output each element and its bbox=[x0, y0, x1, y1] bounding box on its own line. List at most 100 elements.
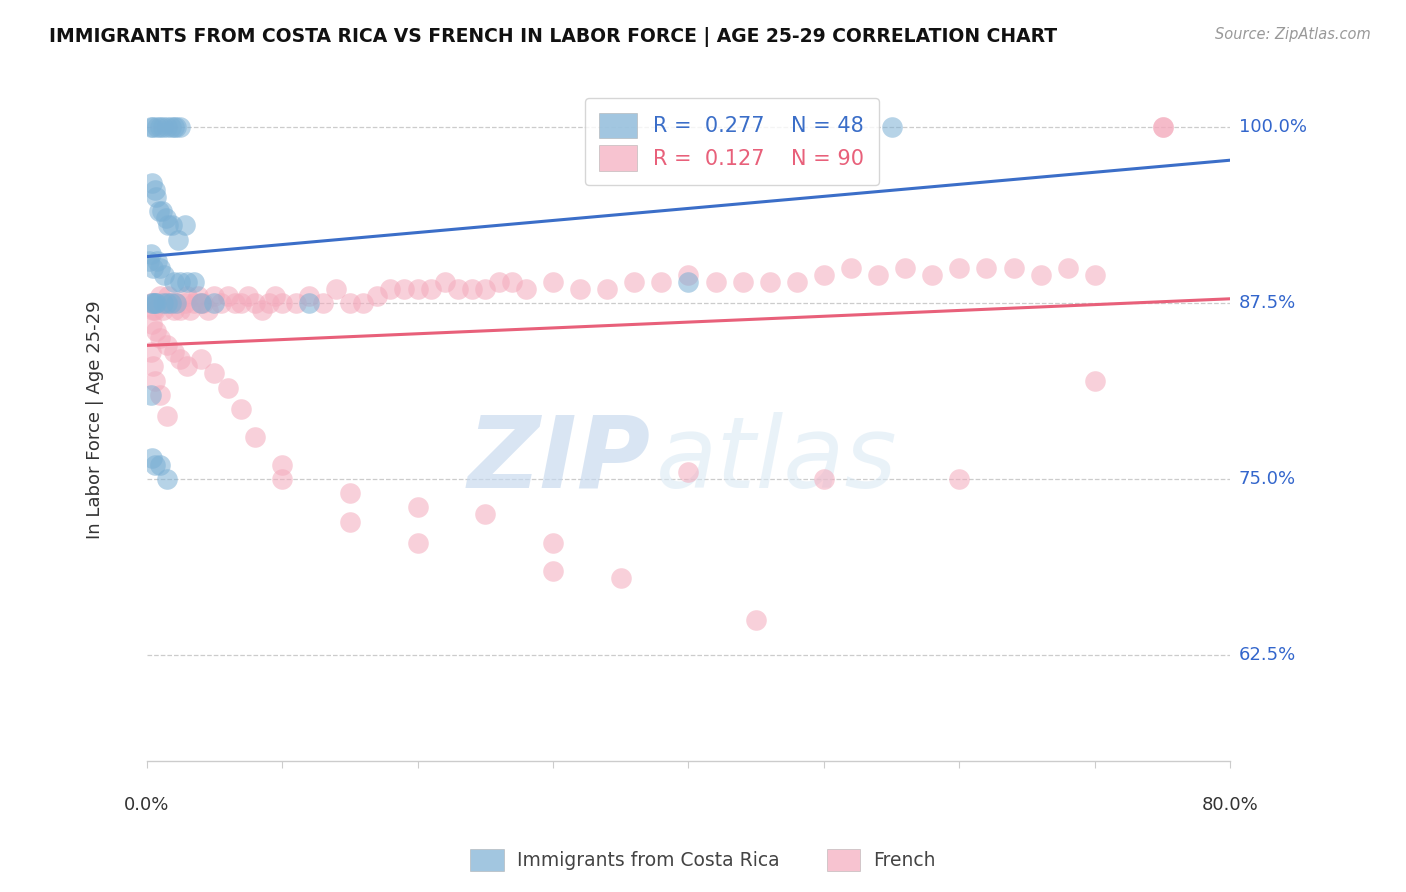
Point bbox=[149, 458, 172, 472]
Point bbox=[155, 296, 177, 310]
Text: Source: ZipAtlas.com: Source: ZipAtlas.com bbox=[1215, 27, 1371, 42]
Point bbox=[149, 387, 172, 401]
Point bbox=[143, 183, 166, 197]
Point bbox=[176, 359, 198, 374]
Point bbox=[515, 282, 537, 296]
Point bbox=[257, 296, 280, 310]
Point bbox=[163, 275, 186, 289]
Point bbox=[149, 289, 172, 303]
Point bbox=[143, 374, 166, 388]
Text: 75.0%: 75.0% bbox=[1239, 470, 1296, 488]
Text: ZIP: ZIP bbox=[468, 412, 651, 508]
Point bbox=[156, 409, 179, 423]
Point bbox=[380, 282, 402, 296]
Point bbox=[163, 303, 186, 318]
Point bbox=[623, 275, 645, 289]
Point bbox=[420, 282, 443, 296]
Point bbox=[166, 233, 188, 247]
Point bbox=[155, 211, 177, 226]
Text: 87.5%: 87.5% bbox=[1239, 294, 1296, 312]
Point bbox=[139, 345, 162, 359]
Point bbox=[162, 219, 184, 233]
Point bbox=[202, 367, 225, 381]
Point bbox=[948, 472, 970, 486]
Point bbox=[169, 275, 191, 289]
Point bbox=[143, 458, 166, 472]
Point bbox=[202, 289, 225, 303]
Point bbox=[880, 120, 903, 134]
Point bbox=[678, 465, 700, 479]
Point bbox=[146, 120, 169, 134]
Point bbox=[156, 338, 179, 352]
Point bbox=[142, 260, 165, 275]
Point bbox=[298, 296, 321, 310]
Point bbox=[169, 120, 191, 134]
Point bbox=[165, 120, 187, 134]
Point bbox=[163, 120, 186, 134]
Point bbox=[190, 296, 212, 310]
Point bbox=[176, 289, 198, 303]
Point bbox=[190, 352, 212, 367]
Point bbox=[406, 282, 429, 296]
Point bbox=[1056, 260, 1078, 275]
Point bbox=[193, 296, 215, 310]
Point bbox=[366, 289, 388, 303]
Point bbox=[406, 500, 429, 515]
Point bbox=[165, 296, 187, 310]
Point bbox=[447, 282, 470, 296]
Point bbox=[217, 381, 239, 395]
Point bbox=[209, 296, 232, 310]
Point bbox=[224, 296, 246, 310]
Point bbox=[142, 296, 165, 310]
Point bbox=[152, 296, 174, 310]
Text: In Labor Force | Age 25-29: In Labor Force | Age 25-29 bbox=[86, 300, 104, 539]
Point bbox=[271, 472, 294, 486]
Point bbox=[153, 268, 176, 282]
Point bbox=[149, 120, 172, 134]
Point bbox=[183, 275, 205, 289]
Point bbox=[146, 296, 169, 310]
Text: IMMIGRANTS FROM COSTA RICA VS FRENCH IN LABOR FORCE | AGE 25-29 CORRELATION CHAR: IMMIGRANTS FROM COSTA RICA VS FRENCH IN … bbox=[49, 27, 1057, 46]
Point bbox=[745, 613, 768, 627]
Point bbox=[165, 296, 187, 310]
Point bbox=[392, 282, 415, 296]
Point bbox=[176, 275, 198, 289]
Point bbox=[145, 324, 167, 338]
Legend: R =  0.277    N = 48, R =  0.127    N = 90: R = 0.277 N = 48, R = 0.127 N = 90 bbox=[585, 98, 879, 186]
Point bbox=[139, 387, 162, 401]
Point bbox=[163, 345, 186, 359]
Point bbox=[433, 275, 456, 289]
Point bbox=[169, 303, 191, 318]
Point bbox=[312, 296, 335, 310]
Point bbox=[141, 317, 163, 331]
Point bbox=[173, 296, 195, 310]
Point bbox=[271, 458, 294, 472]
Point bbox=[146, 253, 169, 268]
Point bbox=[143, 303, 166, 318]
Point bbox=[352, 296, 374, 310]
Point bbox=[142, 120, 165, 134]
Point bbox=[197, 303, 219, 318]
Point bbox=[704, 275, 727, 289]
Point bbox=[231, 401, 253, 416]
Point bbox=[139, 246, 162, 260]
Point bbox=[152, 303, 174, 318]
Point bbox=[157, 219, 180, 233]
Point bbox=[339, 296, 361, 310]
Point bbox=[187, 289, 209, 303]
Point bbox=[1152, 120, 1174, 134]
Point bbox=[160, 296, 183, 310]
Point bbox=[541, 275, 564, 289]
Point bbox=[868, 268, 890, 282]
Point bbox=[183, 296, 205, 310]
Point bbox=[1002, 260, 1025, 275]
Point bbox=[141, 451, 163, 466]
Point bbox=[596, 282, 619, 296]
Point bbox=[839, 260, 862, 275]
Point bbox=[250, 303, 273, 318]
Point bbox=[474, 508, 496, 522]
Legend: Immigrants from Costa Rica, French: Immigrants from Costa Rica, French bbox=[463, 841, 943, 878]
Point bbox=[160, 296, 183, 310]
Point bbox=[156, 472, 179, 486]
Point bbox=[150, 204, 173, 219]
